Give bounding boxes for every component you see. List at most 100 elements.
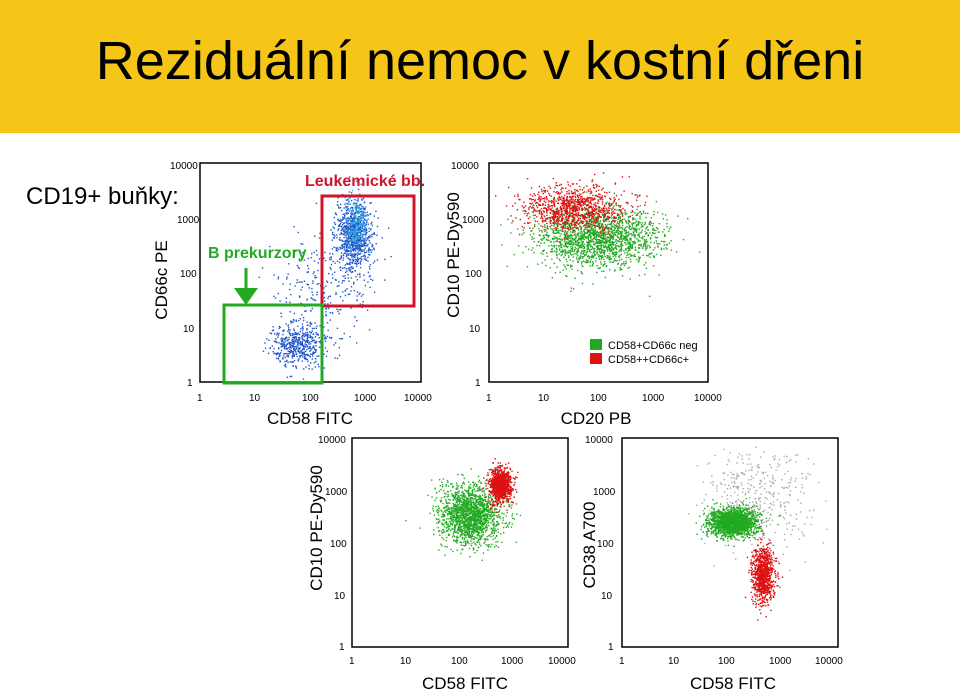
data-point [616, 240, 619, 242]
data-point [337, 197, 339, 199]
data-point [298, 281, 300, 283]
data-point [357, 205, 359, 207]
data-point [571, 183, 574, 185]
data-point [303, 368, 305, 370]
plot-2-y-tick: 10 [469, 324, 481, 335]
data-point [350, 250, 353, 252]
data-point [353, 219, 355, 222]
data-point [558, 199, 560, 202]
data-point [549, 208, 551, 211]
data-point [364, 230, 366, 232]
data-point [531, 207, 533, 209]
data-point [570, 243, 572, 245]
data-point [566, 235, 569, 237]
data-point [621, 244, 623, 246]
data-point [574, 204, 576, 207]
data-point [309, 343, 312, 345]
data-point [649, 232, 651, 234]
data-point [371, 249, 373, 251]
data-point [594, 244, 596, 246]
data-point [583, 251, 585, 253]
data-point [526, 178, 529, 180]
data-point [345, 208, 347, 210]
data-point [353, 253, 355, 255]
data-point [601, 223, 603, 225]
data-point [290, 344, 293, 346]
data-point [538, 210, 540, 212]
data-point [549, 216, 551, 219]
data-point [527, 217, 530, 220]
data-point [556, 244, 558, 247]
data-point [345, 206, 347, 209]
data-point [325, 311, 327, 313]
data-point [543, 207, 546, 209]
data-point [488, 513, 491, 516]
data-point [376, 259, 379, 261]
data-point [631, 241, 634, 243]
data-point [351, 243, 353, 245]
data-point [342, 229, 344, 231]
data-point [579, 244, 582, 247]
data-point [646, 246, 648, 248]
page-title: Reziduální nemoc v kostní dřeni [95, 31, 865, 91]
data-point [616, 236, 619, 238]
data-point [543, 237, 545, 240]
data-point [598, 227, 601, 229]
data-point [656, 236, 659, 239]
data-point [644, 222, 646, 224]
data-point [653, 232, 655, 235]
data-point [538, 223, 540, 225]
data-point [346, 229, 349, 231]
data-point [323, 287, 325, 289]
data-point [554, 237, 557, 239]
data-point [314, 322, 316, 324]
data-point [522, 207, 525, 209]
data-point [348, 231, 350, 234]
data-point [540, 196, 542, 198]
data-point [299, 318, 301, 320]
data-point [561, 204, 563, 206]
data-point [319, 325, 321, 327]
data-point [344, 289, 347, 291]
data-point [562, 222, 565, 224]
data-point [592, 220, 594, 222]
data-point [562, 202, 564, 204]
data-point [351, 220, 353, 223]
data-point [361, 217, 364, 219]
data-point [347, 253, 349, 256]
data-point [591, 239, 593, 241]
data-point [315, 360, 317, 363]
data-point [282, 358, 284, 360]
data-point [616, 230, 618, 232]
data-point [518, 198, 520, 201]
data-point [298, 358, 300, 360]
data-point [529, 202, 531, 205]
data-point [624, 238, 627, 240]
data-point [344, 243, 346, 245]
data-point [359, 208, 362, 210]
data-point [577, 232, 580, 234]
data-point [511, 222, 513, 224]
data-point [364, 233, 366, 236]
plot-1-x-tick: 1 [197, 393, 203, 404]
data-point [501, 244, 503, 246]
data-point [577, 213, 579, 216]
data-point [568, 213, 571, 215]
data-point [647, 235, 649, 237]
data-point [624, 239, 626, 241]
data-point [334, 223, 337, 225]
data-point [314, 358, 317, 360]
data-point [598, 251, 601, 253]
data-point [361, 236, 364, 238]
data-point [599, 198, 601, 200]
data-point [560, 246, 562, 248]
data-point [631, 192, 633, 195]
data-point [596, 219, 598, 222]
data-point [571, 268, 573, 270]
data-point [629, 237, 631, 240]
data-point [575, 236, 578, 238]
data-point [660, 247, 663, 249]
data-point [564, 251, 567, 253]
data-point [355, 259, 358, 261]
data-point [552, 238, 555, 240]
